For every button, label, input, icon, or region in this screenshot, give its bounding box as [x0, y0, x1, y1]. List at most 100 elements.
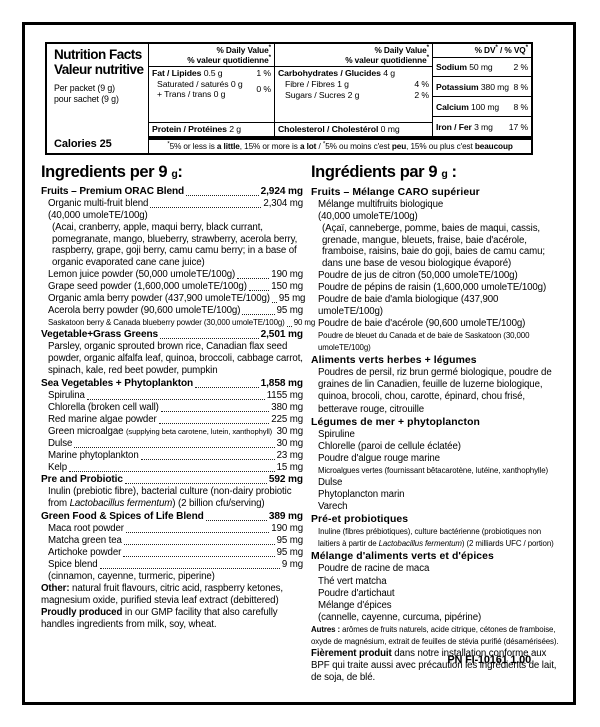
ingredient-amount: 95 mg — [276, 546, 304, 558]
ingredient-row: Phytoplancton marin — [318, 489, 405, 501]
ingredient-amount: 2,924 mg — [260, 186, 304, 197]
dotted-leader — [248, 289, 270, 291]
ingredient-row: Poudre d'algue rouge marine — [318, 452, 440, 464]
ingredient-row: Fièrement produit dans notre installatio… — [311, 648, 557, 684]
dotted-leader — [74, 447, 275, 449]
ingredient-amount: 389 mg — [268, 510, 303, 522]
asterisk: * — [426, 44, 429, 52]
ingredient-row: Lemon juice powder (50,000 umoleTE/100g)… — [48, 268, 303, 280]
ingredient-row: Marine phytoplankton 23 mg — [48, 450, 304, 462]
nutrition-title-fr: Valeur nutritive — [54, 61, 144, 77]
dotted-leader — [123, 543, 275, 545]
ingredient-row: Chlorelle (paroi de cellule éclatée) — [318, 440, 461, 452]
ingredients-section: Ingredients per 9 g: Fruits – Premium OR… — [25, 159, 573, 684]
nutrition-title-column: Nutrition Facts Valeur nutritive Per pac… — [47, 44, 149, 153]
dotted-leader — [237, 277, 270, 279]
ingredients-heading-en: Ingredients per 9 g: — [41, 163, 183, 181]
saturated-trans-row: Saturated / saturés 0 g + Trans / trans … — [157, 79, 271, 99]
dv-vq-header: % DV* / % VQ* — [433, 44, 531, 58]
asterisk: * — [268, 53, 271, 61]
ingredient-row: Spice blend 9 mg — [48, 558, 303, 570]
ingredient-row: (40,000 umoleTE/100g) — [48, 210, 148, 222]
ingredient-amount: 23 mg — [276, 450, 304, 462]
dotted-leader — [99, 568, 280, 569]
ingredients-column-fr: Ingrédients par 9 g : Fruits – Mélange C… — [303, 161, 563, 684]
carbohydrate-column: % Daily Value* % valeur quotidienne* Car… — [275, 44, 433, 136]
cholesterol-row: Cholesterol / Cholestérol 0 mg — [275, 122, 432, 136]
ingredient-row: Poudre de baie d'acérole (90,600 umoleTE… — [318, 317, 526, 329]
ingredient-amount: 95 mg — [276, 534, 304, 546]
ingredient-row: Poudre de bleuet du Canada et de baie de… — [318, 331, 530, 353]
daily-value-header: % Daily Value* % valeur quotidienne* — [275, 44, 432, 67]
thick-rule — [149, 136, 531, 140]
dotted-leader — [124, 483, 267, 485]
ingredient-amount: 30 mg — [276, 437, 304, 449]
dotted-leader — [69, 471, 275, 473]
dv-header-line2: % valeur quotidienne — [187, 54, 269, 65]
ingredient-amount: 2,501 mg — [260, 329, 304, 341]
ingredient-group-row: Sea Vegetables + Phytoplankton 1,858 mg — [41, 377, 304, 389]
serving-size-fr: pour sachet (9 g) — [54, 93, 119, 104]
ingredient-amount: 380 mg — [271, 401, 303, 413]
daily-value-header: % Daily Value* % valeur quotidienne* — [149, 44, 274, 67]
dotted-leader — [160, 410, 270, 412]
ingredient-group-row: Fruits – Premium ORAC Blend 2,924 mg — [41, 186, 304, 197]
ingredient-row: Varech — [318, 501, 348, 513]
ingredient-group-row: Pré-et probiotiques — [311, 514, 409, 526]
ingredient-amount: 95 mg — [278, 292, 306, 304]
ingredient-row: Saskatoon berry & Canada blueberry powde… — [41, 317, 315, 329]
ingredient-group-row: Green Food & Spices of Life Blend 389 mg — [41, 510, 303, 522]
fat-row: Fat / Lipides 0.5 g 1 % — [152, 68, 271, 78]
ingredient-row: (cinnamon, cayenne, turmeric, piperine) — [48, 571, 215, 582]
dotted-leader — [123, 555, 275, 557]
ingredient-amount: 1155 mg — [266, 389, 303, 401]
nutrition-title-en: Nutrition Facts — [54, 47, 142, 62]
ingredient-row: Dulse 30 mg — [48, 437, 304, 449]
ingredient-group-row: Pre and Probiotic 592 mg — [41, 474, 303, 486]
nutrition-values-area: % Daily Value* % valeur quotidienne* Fat… — [149, 44, 531, 153]
carbohydrate-row: Carbohydrates / Glucides 4 g — [278, 68, 395, 78]
ingredient-row: Green microalgae (supplying beta caroten… — [48, 425, 304, 437]
fat-column: % Daily Value* % valeur quotidienne* Fat… — [149, 44, 275, 136]
ingredient-amount: 225 mg — [271, 413, 303, 425]
ingredient-row: Kelp 15 mg — [48, 462, 304, 474]
ingredient-row: Organic amla berry powder (437,900 umole… — [48, 292, 306, 304]
ingredient-row: Spiruline — [318, 428, 355, 440]
dotted-leader — [86, 398, 265, 400]
ingredients-column-en: Ingredients per 9 g: Fruits – Premium OR… — [41, 161, 315, 684]
ingredient-amount: 2,304 mg — [263, 198, 303, 210]
dotted-leader — [195, 386, 259, 388]
dv-header-line1: % Daily Value — [216, 45, 269, 55]
protein-row: Protein / Protéines 2 g — [149, 122, 274, 136]
serving-size: Per packet (9 g) pour sachet (9 g) — [54, 83, 145, 104]
ingredient-row: Other: natural fruit flavours, citric ac… — [41, 583, 284, 607]
ingredient-row: (40,000 umoleTE/100g) — [318, 211, 418, 223]
ingredient-row: Spirulina 1155 mg — [48, 389, 303, 401]
fibre-row: Fibre / Fibres 1 g 4 % — [285, 79, 429, 89]
ingredient-row: Red marine algae powder 225 mg — [48, 413, 303, 425]
product-number-code: PN FI-10161 1.00 — [447, 654, 531, 666]
mineral-row-calcium: Calcium 100 mg 8 % — [433, 96, 531, 116]
dotted-leader — [140, 459, 275, 461]
minerals-column: % DV* / % VQ* Sodium 50 mg 2 % Potassium… — [433, 44, 531, 136]
dv-header-line1: % Daily Value — [374, 45, 427, 55]
ingredient-amount: 190 mg — [271, 522, 303, 534]
ingredient-amount: 15 mg — [276, 462, 304, 474]
ingredient-group-row: Légumes de mer + phytoplancton — [311, 416, 480, 428]
ingredient-amount: 1,858 mg — [260, 377, 304, 389]
dotted-leader — [160, 338, 259, 340]
dotted-leader — [242, 314, 275, 316]
ingredient-amount: 30 mg — [276, 425, 304, 437]
ingredient-row: Inulin (prebiotic fibre), bacterial cult… — [48, 486, 292, 510]
dotted-leader — [158, 422, 270, 424]
ingredient-group-row: Aliments verts herbes + légumes — [311, 355, 477, 367]
mineral-row-sodium: Sodium 50 mg 2 % — [436, 61, 528, 72]
ingredients-list-fr: Fruits – Mélange CARO supérieur Mélange m… — [311, 186, 563, 684]
ingredient-amount: 592 mg — [268, 474, 303, 486]
dotted-leader — [271, 301, 277, 303]
ingredient-row: Matcha green tea 95 mg — [48, 534, 304, 546]
ingredient-row: Acerola berry powder (90,600 umoleTE/100… — [48, 304, 303, 316]
ingredient-row: Poudre de pépins de raisin (1,600,000 um… — [318, 281, 547, 293]
dv-footnote: *5% or less is a little, 15% or more is … — [167, 140, 513, 151]
ingredient-row: Organic multi-fruit blend 2,304 mg — [48, 198, 303, 210]
